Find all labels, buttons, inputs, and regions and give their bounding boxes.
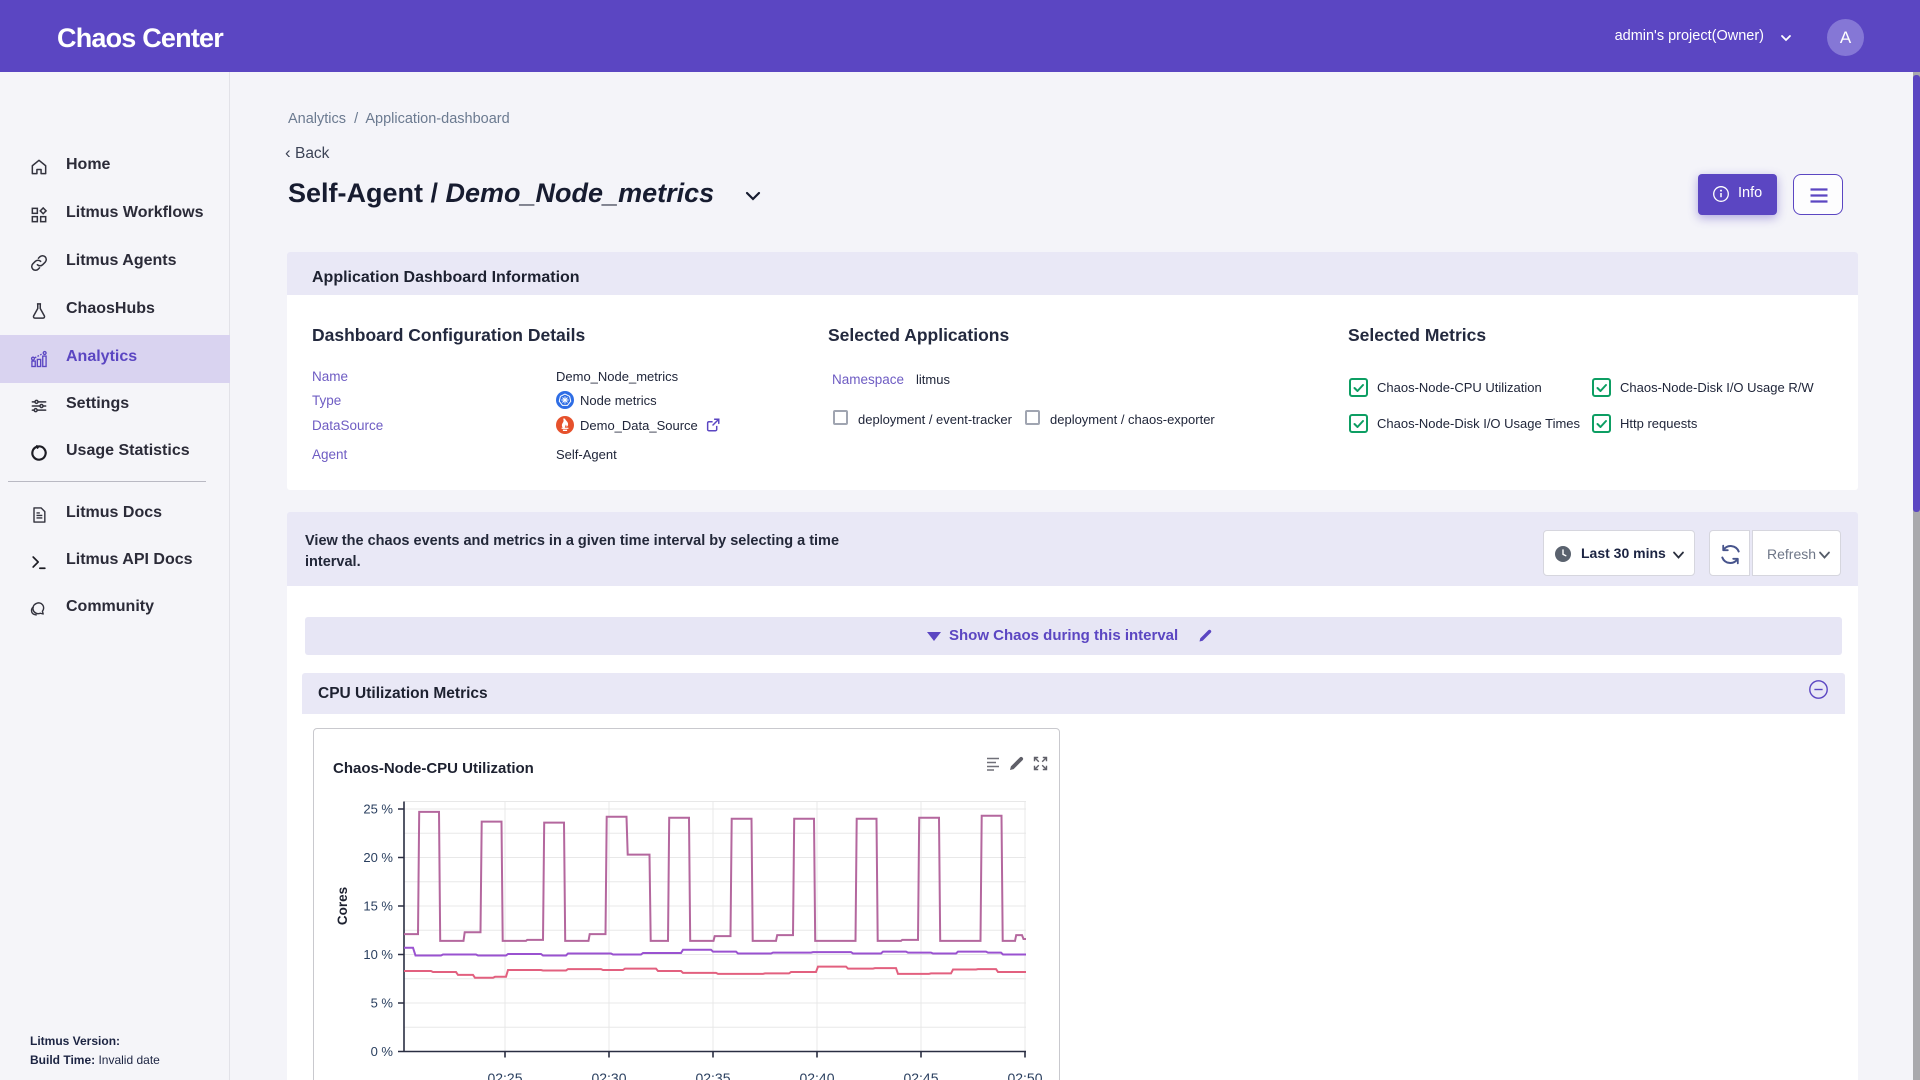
svg-text:02:50: 02:50 [1007,1070,1042,1080]
svg-text:15 %: 15 % [363,899,393,914]
svg-text:25 %: 25 % [363,802,393,817]
svg-text:02:40: 02:40 [799,1070,834,1080]
svg-text:02:35: 02:35 [695,1070,730,1080]
svg-text:02:30: 02:30 [591,1070,626,1080]
svg-text:20 %: 20 % [363,850,393,865]
svg-text:02:45: 02:45 [903,1070,938,1080]
svg-text:10 %: 10 % [363,947,393,962]
svg-text:5 %: 5 % [371,996,394,1011]
svg-text:Cores: Cores [335,887,350,925]
svg-text:0 %: 0 % [371,1044,394,1059]
svg-text:02:25: 02:25 [487,1070,522,1080]
